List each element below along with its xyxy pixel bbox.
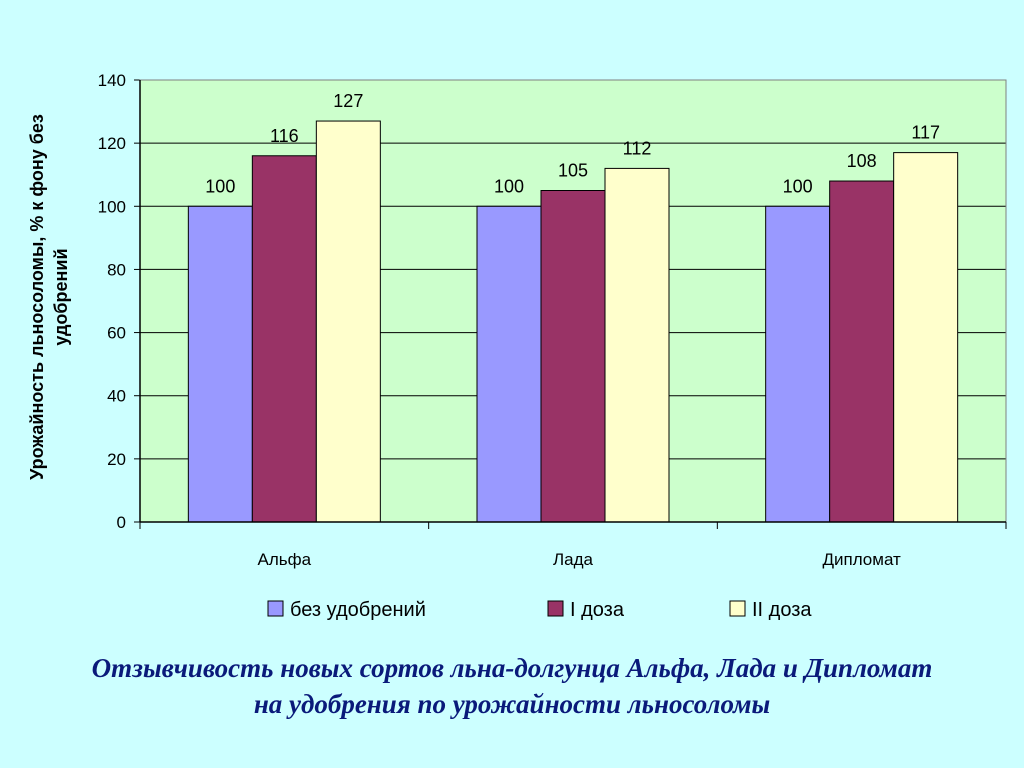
- bar: [893, 152, 959, 523]
- y-tick-label: 60: [107, 324, 126, 343]
- bar: [829, 180, 895, 523]
- bars: [187, 120, 959, 523]
- bar: [187, 205, 253, 523]
- y-tick-label: 100: [98, 197, 126, 216]
- data-labels: 100 116 127 100 105 112 100 108 117: [205, 91, 940, 196]
- data-label: 108: [847, 151, 877, 171]
- y-axis-ticks: 0 20 40 60 80 100 120 140: [98, 71, 140, 532]
- caption: Отзывчивость новых сортов льна-долгунца …: [0, 650, 1024, 722]
- bar: [540, 190, 606, 523]
- data-label: 117: [911, 123, 940, 143]
- axes: [139, 79, 1007, 523]
- data-label: 105: [558, 161, 588, 181]
- y-tick-label: 20: [107, 450, 126, 469]
- data-label: 100: [205, 176, 235, 196]
- y-tick-label: 40: [107, 387, 126, 406]
- y-tick-label: 80: [107, 260, 126, 279]
- y-tick-label: 0: [117, 513, 126, 532]
- y-tick-label: 140: [98, 71, 126, 90]
- legend: без удобрений I доза II доза: [267, 599, 812, 621]
- y-tick-label: 120: [98, 134, 126, 153]
- legend-label: без удобрений: [290, 599, 426, 621]
- legend-swatch: [547, 600, 564, 617]
- caption-line-2: на удобрения по урожайности льносоломы: [253, 689, 771, 719]
- x-tick-label: Дипломат: [822, 550, 901, 569]
- y-axis-label-line-2: удобрений: [51, 248, 71, 345]
- legend-label: I доза: [570, 599, 625, 621]
- bar: [251, 155, 317, 523]
- bar: [315, 120, 381, 523]
- x-axis-ticks: Альфа Лада Дипломат: [139, 522, 1007, 569]
- y-axis-label: Урожайность льносоломы, % к фону без удо…: [27, 114, 71, 480]
- data-label: 116: [270, 126, 299, 146]
- chart-area: 0 20 40 60 80 100 120 140 100 116 127 100 105 112 100…: [27, 71, 1007, 621]
- x-tick-label: Альфа: [258, 550, 312, 569]
- data-label: 127: [333, 91, 363, 111]
- data-label: 100: [494, 176, 524, 196]
- legend-swatch: [729, 600, 746, 617]
- legend-label: II доза: [752, 599, 812, 621]
- legend-swatch: [267, 600, 284, 617]
- data-label: 112: [623, 138, 652, 158]
- y-axis-label-line-1: Урожайность льносоломы, % к фону без: [27, 114, 47, 480]
- caption-line-1: Отзывчивость новых сортов льна-долгунца …: [91, 653, 933, 683]
- bar: [476, 205, 542, 523]
- bar: [604, 167, 670, 523]
- bar: [765, 205, 831, 523]
- data-label: 100: [783, 176, 813, 196]
- x-tick-label: Лада: [553, 550, 594, 569]
